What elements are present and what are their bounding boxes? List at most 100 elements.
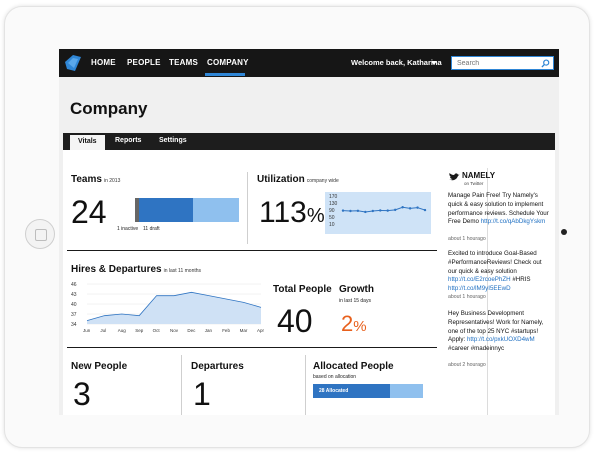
departures-title: Departures — [191, 361, 244, 372]
welcome-user-menu[interactable]: Welcome back, Katharina — [351, 58, 442, 67]
tab-settings[interactable]: Settings — [159, 137, 187, 144]
tweet-1: Manage Pain Free! Try Namely's quick & e… — [448, 192, 552, 227]
nav-company[interactable]: COMPANY — [207, 58, 249, 67]
utilization-point — [341, 209, 345, 212]
hires-line — [86, 291, 262, 322]
hires-x-tick: Jan — [205, 328, 213, 333]
tweet-3-link[interactable]: http://t.co/pxkUOXD4wM — [466, 336, 535, 344]
utilization-point — [401, 206, 404, 209]
util-tick-170: 170 — [329, 194, 338, 200]
subtab-bar: Vitals Reports Settings — [63, 133, 555, 150]
nav-people[interactable]: PEOPLE — [127, 58, 161, 67]
teams-count: 24 — [71, 194, 107, 230]
hires-x-tick: Nov — [170, 328, 179, 333]
hires-y-tick: 40 — [71, 302, 77, 308]
growth-title: Growth — [339, 284, 374, 295]
namely-logo-icon[interactable] — [63, 54, 83, 72]
tweet-2-link-2[interactable]: http://t.co/lM9yI5EEwD — [448, 285, 511, 293]
allocated-bar-fill — [313, 384, 390, 398]
hires-x-tick: Jul — [100, 328, 106, 333]
utilization-point — [386, 209, 389, 212]
hires-x-tick: Oct — [153, 328, 161, 333]
util-tick-130: 130 — [329, 201, 338, 207]
chevron-down-icon[interactable] — [431, 61, 437, 65]
utilization-subtitle: company wide — [306, 178, 339, 184]
tweet-2-link[interactable]: http://t.co/E2rcoePhZH — [448, 276, 511, 284]
departures-value: 1 — [193, 376, 211, 412]
tweet-3-time: about 2 hourago — [448, 362, 486, 368]
tweet-1-time: about 1 hourago — [448, 236, 486, 242]
section-divider-1 — [67, 250, 437, 251]
teams-subtitle: in 2013 — [103, 178, 121, 184]
tweet-1-text: Manage Pain Free! Try Namely's quick & e… — [448, 192, 549, 226]
divider — [305, 355, 306, 415]
utilization-point — [349, 209, 352, 213]
tweet-2: Excited to introduce Goal-Based #Perform… — [448, 250, 552, 294]
new-people-value: 3 — [73, 376, 91, 412]
hires-area-fill — [87, 292, 261, 324]
hires-x-tick: Dec — [187, 328, 196, 333]
utilization-point — [393, 208, 397, 212]
vitals-content: Teams in 2013 24 1 inactive 11 draft Util… — [63, 150, 555, 415]
teams-inactive-bar — [135, 198, 139, 222]
utilization-point — [379, 209, 382, 212]
util-tick-50: 50 — [329, 215, 335, 221]
page-title: Company — [70, 99, 148, 118]
tab-vitals[interactable]: Vitals — [70, 135, 105, 150]
utilization-value: 113% — [259, 196, 325, 229]
utilization-point — [371, 209, 375, 213]
new-people-title: New People — [71, 361, 128, 372]
total-people-value: 40 — [277, 303, 313, 339]
hires-title: Hires & Departures in last 11 months — [71, 264, 202, 275]
nav-home[interactable]: HOME — [91, 58, 116, 67]
hires-x-tick: Apr — [257, 328, 265, 333]
utilization-point — [364, 210, 367, 214]
tab-reports[interactable]: Reports — [115, 137, 142, 144]
hires-y-tick: 46 — [71, 282, 77, 288]
tweet-3-hashtags[interactable]: #career #madeinnyc — [448, 345, 505, 353]
utilization-chart: 170 130 90 50 10 — [325, 192, 431, 234]
growth-value: 2% — [341, 311, 367, 336]
total-people-title: Total People — [273, 284, 332, 295]
hires-x-tick: Jun — [83, 328, 91, 333]
tweet-2-time: about 1 hourago — [448, 294, 486, 300]
twitter-brand-sub: on Twitter — [464, 181, 484, 186]
util-tick-10: 10 — [329, 222, 335, 228]
nav-teams[interactable]: TEAMS — [169, 58, 198, 67]
twitter-bird-icon[interactable] — [448, 172, 460, 182]
search-box — [451, 56, 554, 70]
app-screen: HOME PEOPLE TEAMS COMPANY Welcome back, … — [59, 49, 559, 415]
utilization-point — [423, 208, 427, 212]
search-icon[interactable] — [541, 59, 550, 68]
hires-x-tick: Feb — [222, 328, 230, 333]
util-tick-90: 90 — [329, 208, 335, 214]
hires-x-tick: Aug — [118, 328, 127, 333]
teams-draft-label: 11 draft — [143, 226, 160, 232]
utilization-title: Utilization company wide — [257, 174, 339, 185]
teams-title: Teams in 2013 — [71, 174, 121, 185]
hires-chart: 46 43 40 37 34 Jun Jul Aug Sep Oct Nov Dec Jan Feb Ma… — [71, 282, 265, 333]
hires-x-tick: Sep — [135, 328, 144, 333]
divider — [247, 172, 248, 244]
growth-subtitle: in last 15 days — [339, 298, 371, 304]
home-button[interactable] — [25, 219, 55, 249]
twitter-brand: NAMELY — [462, 171, 496, 180]
tweet-3: Hey Business Development Representatives… — [448, 310, 552, 354]
utilization-point — [416, 206, 419, 209]
tweet-2-hashtag[interactable]: #HRIS — [512, 276, 531, 284]
tweet-1-link[interactable]: http://t.co/qAbDkgYskm — [480, 218, 546, 226]
utilization-line — [342, 206, 426, 213]
allocated-subtitle: based on allocation — [313, 374, 357, 380]
hires-x-tick: Mar — [240, 328, 248, 333]
tweet-2-text: Excited to introduce Goal-Based #Perform… — [448, 250, 542, 275]
teams-active-bar — [193, 198, 239, 222]
twitter-divider — [487, 168, 488, 415]
utilization-point — [408, 207, 412, 210]
hires-y-tick: 34 — [71, 322, 77, 328]
search-input[interactable] — [452, 57, 536, 69]
top-nav: HOME PEOPLE TEAMS COMPANY Welcome back, … — [59, 49, 559, 77]
utilization-point — [356, 209, 360, 213]
allocated-bar-label: 28 Allocated — [319, 388, 349, 394]
utilization-series — [341, 206, 427, 214]
tweet-3-text: Hey Business Development Representatives… — [448, 310, 544, 344]
